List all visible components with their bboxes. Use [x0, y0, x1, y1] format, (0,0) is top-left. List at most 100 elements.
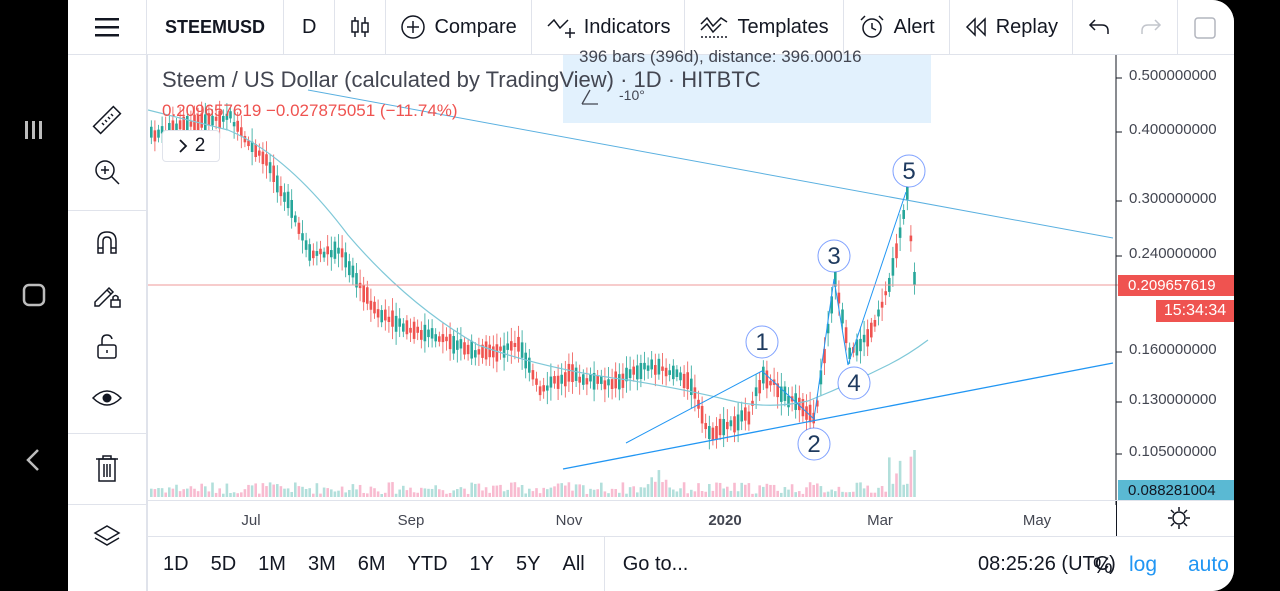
candle-body	[682, 373, 686, 389]
percent-scale-button[interactable]: %	[1093, 553, 1113, 578]
back-button[interactable]	[0, 430, 68, 490]
log-scale-button[interactable]: log	[1129, 553, 1158, 576]
range-3m-button[interactable]: 3M	[307, 553, 336, 575]
volume-bar	[312, 493, 315, 497]
remove-drawings-tool[interactable]	[68, 446, 146, 492]
recent-apps-button[interactable]	[0, 100, 68, 160]
volume-bar	[222, 493, 225, 497]
chart-type-button[interactable]	[335, 0, 387, 54]
upper-trendline[interactable]	[307, 89, 1114, 239]
candle-body	[834, 270, 837, 287]
candle-body	[232, 122, 236, 127]
volume-bar	[722, 488, 725, 497]
price-axis-label: 0.105000000	[1129, 443, 1217, 460]
candle-body	[456, 340, 459, 350]
volume-bar	[744, 484, 747, 497]
range-1d-button[interactable]: 1D	[163, 553, 189, 575]
volume-bar	[405, 490, 409, 497]
auto-scale-button[interactable]: auto	[1188, 553, 1229, 576]
candle-body	[182, 116, 185, 134]
chart-settings-button[interactable]	[1166, 505, 1192, 536]
range-all-button[interactable]: All	[562, 553, 585, 575]
time-axis[interactable]: Jul Sep Nov 2020 Mar May	[148, 500, 1234, 536]
volume-bar	[913, 450, 916, 497]
wave-label-circle[interactable]	[797, 427, 831, 461]
volume-bar	[225, 483, 229, 497]
rewind-icon	[965, 17, 986, 37]
wave-label-circle[interactable]	[817, 239, 851, 273]
candle-body	[618, 374, 621, 390]
indicators-button[interactable]: Indicators	[532, 0, 686, 54]
lock-drawing-mode-tool[interactable]	[68, 271, 146, 317]
compare-button[interactable]: Compare	[386, 0, 532, 54]
range-1m-button[interactable]: 1M	[258, 553, 286, 575]
legend-collapse-button[interactable]: 2	[162, 130, 220, 162]
candle-body	[171, 120, 175, 134]
magnet-tool[interactable]	[68, 219, 146, 265]
interval-button[interactable]: D	[284, 0, 336, 54]
volume-bar	[884, 491, 887, 497]
measure-tool[interactable]	[68, 97, 146, 143]
templates-button[interactable]: Templates	[685, 0, 844, 54]
menu-button[interactable]	[68, 0, 147, 54]
volume-bar	[564, 485, 567, 497]
candle-body	[704, 422, 707, 430]
chart-pane[interactable]: 1 2 3 4 5 396 bars (396d), distance: 396.000…	[148, 47, 1234, 535]
wave-label-circle[interactable]	[745, 325, 779, 359]
utc-clock[interactable]: 08:25:26 (UTC)	[978, 553, 1116, 575]
zoom-tool[interactable]	[68, 149, 146, 195]
undo-button[interactable]	[1073, 0, 1125, 54]
candle-body	[574, 367, 578, 381]
candle-body	[326, 246, 329, 255]
lower-trendline[interactable]	[562, 362, 1114, 470]
candle-body	[214, 116, 218, 121]
candle-body	[751, 400, 754, 406]
candle-body	[884, 291, 887, 296]
candle-body	[153, 130, 157, 142]
range-1y-button[interactable]: 1Y	[469, 553, 495, 575]
candle-body	[646, 365, 650, 371]
candle-body	[733, 416, 736, 433]
redo-button[interactable]	[1125, 0, 1178, 54]
candle-body	[279, 185, 283, 197]
price-chart[interactable]: 1 2 3 4 5	[148, 55, 1234, 535]
volume-bar	[880, 486, 884, 497]
home-button[interactable]	[0, 265, 68, 325]
volume-bar	[232, 492, 236, 497]
candle-body	[589, 374, 592, 382]
hide-drawings-tool[interactable]	[68, 375, 146, 421]
candle-body	[387, 316, 391, 323]
volume-bar	[715, 482, 718, 497]
volume-bar	[182, 489, 185, 497]
volume-bar	[304, 488, 308, 497]
range-5d-button[interactable]: 5D	[210, 553, 237, 575]
range-6m-button[interactable]: 6M	[357, 553, 386, 575]
alert-button[interactable]: Alert	[844, 0, 950, 54]
candle-body	[423, 324, 427, 342]
elliott-wave-path[interactable]	[625, 191, 907, 444]
volume-bar	[510, 482, 513, 497]
candle-body	[463, 342, 466, 355]
replay-button[interactable]: Replay	[950, 0, 1073, 54]
candle-body	[330, 250, 333, 258]
symbol-search-button[interactable]: STEEMUSD	[147, 0, 285, 54]
volume-bar	[492, 485, 495, 497]
volume-bar	[582, 485, 585, 497]
volume-bar	[646, 484, 650, 497]
volume-bar	[499, 484, 502, 497]
object-tree-tool[interactable]	[68, 514, 146, 560]
trash-icon	[96, 455, 118, 482]
goto-date-button[interactable]: Go to...	[622, 553, 689, 575]
zoom-in-icon	[95, 160, 120, 185]
wave-label-circle[interactable]	[837, 366, 871, 400]
symbol-label: STEEMUSD	[165, 16, 266, 37]
lock-all-drawings-tool[interactable]	[68, 323, 146, 369]
range-5y-button[interactable]: 5Y	[516, 553, 541, 575]
range-ytd-button[interactable]: YTD	[407, 553, 448, 575]
layout-button[interactable]	[1178, 0, 1230, 54]
wave-label: 4	[847, 370, 860, 397]
wave-label-circle[interactable]	[892, 154, 926, 188]
volume-bar	[524, 493, 527, 497]
candle-body	[650, 359, 653, 370]
volume-bar	[243, 489, 247, 497]
